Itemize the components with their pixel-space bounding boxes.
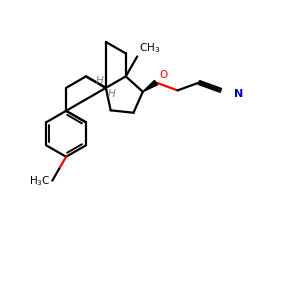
- Text: H: H: [107, 89, 115, 99]
- Text: O: O: [160, 70, 168, 80]
- Text: CH$_3$: CH$_3$: [139, 41, 160, 55]
- Text: H: H: [96, 76, 104, 85]
- Text: N: N: [234, 89, 243, 99]
- Text: H$_3$C: H$_3$C: [29, 174, 51, 188]
- Polygon shape: [143, 80, 158, 92]
